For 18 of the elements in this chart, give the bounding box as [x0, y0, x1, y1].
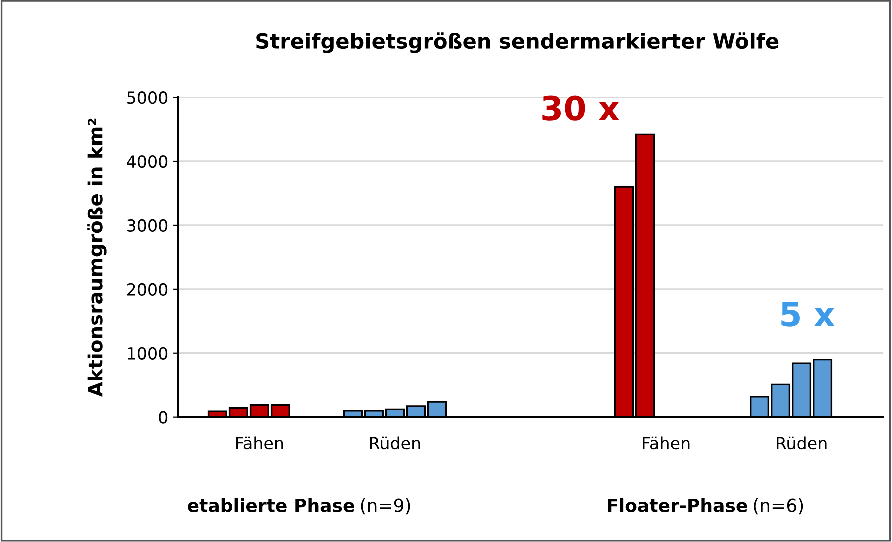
y-tick-label: 4000 — [127, 155, 168, 168]
y-tick-label: 2000 — [127, 283, 168, 296]
text: (n=9) — [361, 498, 410, 515]
x-tick-label: Fähen — [236, 436, 284, 450]
y-axis-title: Aktionsraumgröße in km² — [88, 118, 107, 398]
y-tick-label: 0 — [159, 411, 168, 424]
x-tick-label: Rüden — [370, 436, 420, 450]
text: etablierte Phase — [188, 498, 354, 512]
annotation: 5 x — [782, 302, 835, 327]
x-tick-label: Fähen — [643, 436, 690, 450]
y-tick-label: 3000 — [128, 219, 168, 232]
x-tick-label: Rüden — [777, 436, 827, 450]
chart-title: Streifgebietsgrößen sendermarkierter Wölfe — [256, 32, 779, 54]
text: (n=6) — [754, 498, 804, 515]
text: Floater-Phase — [608, 498, 748, 512]
y-tick-label: 5000 — [128, 92, 168, 104]
annotation: 30 x — [542, 96, 620, 121]
y-tick-label: 1000 — [128, 347, 168, 360]
